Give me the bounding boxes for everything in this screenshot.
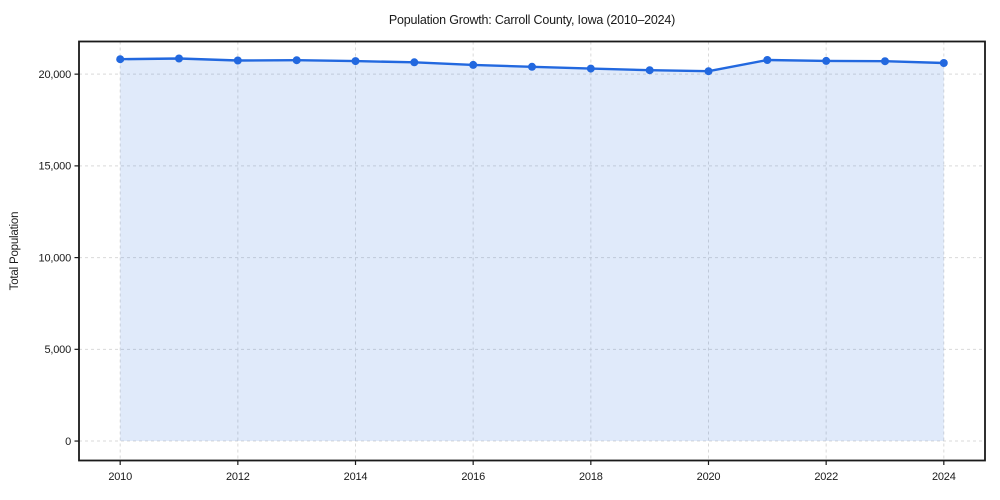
data-point-2017 [528,62,536,71]
x-tick-label-2012: 2012 [226,471,250,483]
y-tick-label-20000: 20,000 [39,69,72,81]
y-tick-label-0: 0 [65,436,71,448]
data-point-2021 [763,56,772,64]
plot-frame [78,40,986,462]
y-tick-label-15000: 15,000 [39,161,72,173]
x-tick-label-2010: 2010 [108,471,132,483]
data-point-2012 [233,56,242,65]
y-tick-label-10000: 10,000 [39,252,72,264]
x-tick-label-2014: 2014 [344,471,368,483]
data-point-2024 [939,59,948,67]
data-point-2015 [410,58,419,67]
data-point-2014 [351,57,360,66]
data-point-2016 [469,60,478,69]
data-series [116,54,948,76]
x-tick-label-2024: 2024 [932,471,956,483]
y-axis-label: Total Population [9,212,21,291]
area-fill [120,58,944,442]
x-tick-label-2018: 2018 [579,471,603,483]
data-point-2013 [292,56,301,65]
data-point-2018 [586,64,595,73]
chart-title: Population Growth: Carroll County, Iowa … [389,13,675,27]
tick-labels: 2010 2012 2014 2016 2018 2020 2022 2024 0 5,000 10… [39,69,956,483]
data-point-2023 [881,57,889,66]
data-point-2020 [704,67,713,76]
gridlines [79,41,985,461]
area-under-line [120,58,944,442]
data-point-2011 [175,54,183,63]
x-tick-label-2020: 2020 [697,471,721,483]
y-tick-label-5000: 5,000 [44,344,71,356]
data-point-2022 [822,56,831,65]
data-point-2019 [645,66,654,75]
x-tick-label-2022: 2022 [814,471,838,483]
x-tick-label-2016: 2016 [461,471,485,483]
data-point-2010 [116,55,125,64]
